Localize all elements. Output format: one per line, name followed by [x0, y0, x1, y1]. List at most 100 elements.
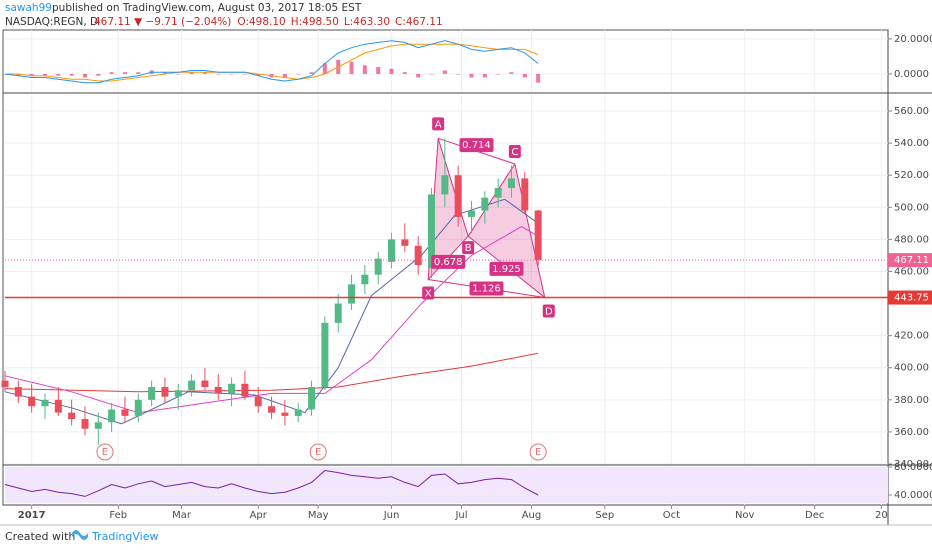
x-tick-label: Sep [595, 510, 614, 521]
candle-body [1, 380, 9, 387]
candle-body [148, 386, 156, 400]
y-tick-label: 500.00 [894, 202, 929, 213]
pattern-point-bg [432, 117, 445, 131]
macd-histogram [162, 72, 167, 74]
pattern-ratio-bg [489, 261, 524, 276]
y-tick-label: 400.00 [894, 363, 929, 374]
y-tick-label: 20.0000 [894, 34, 932, 45]
macd-histogram [56, 73, 61, 76]
x-tick-label: Feb [109, 510, 127, 521]
macd-histogram [109, 72, 114, 74]
earnings-marker [309, 443, 327, 461]
candle-body [507, 178, 515, 189]
candle-body [268, 406, 276, 413]
y-tick-label: 360.00 [894, 427, 929, 438]
publisher-user[interactable]: sawah99 [5, 2, 52, 14]
macd-signal [5, 43, 539, 82]
candle-body [308, 386, 316, 410]
pattern-ratio-bg [469, 281, 504, 296]
y-tick-label: 540.00 [894, 138, 929, 149]
candle-body [521, 178, 529, 211]
ohlc-values: O:498.10 H:498.50 L:463.30 C:467.11 [237, 16, 442, 28]
y-tick-label: 460.00 [894, 266, 929, 277]
candle-body [494, 188, 502, 198]
candle-body [414, 245, 422, 266]
x-tick-label: 2017 [18, 510, 46, 521]
ohlc-item: O:498.10 [237, 16, 285, 28]
macd-histogram [282, 73, 287, 78]
candle-body [14, 386, 22, 397]
candle-body [321, 322, 329, 387]
candle-body [241, 383, 249, 397]
macd-histogram [349, 61, 354, 74]
macd-histogram [429, 73, 434, 75]
pattern-point-bg [542, 304, 555, 318]
macd-histogram [389, 68, 394, 74]
macd-histogram [482, 73, 487, 78]
candle-body [428, 194, 436, 269]
candle-body [441, 175, 449, 195]
macd-histogram [296, 73, 301, 75]
x-tick-label: Mar [172, 510, 192, 521]
moving-average [4, 352, 539, 393]
x-tick-label: Oct [663, 510, 680, 521]
pattern-ratio-label: 0.678 [434, 257, 463, 268]
macd-histogram [362, 65, 367, 74]
candle-body [361, 274, 369, 285]
macd-histogram [456, 73, 461, 75]
macd-histogram [96, 73, 101, 76]
support-label-bg [888, 290, 932, 305]
candle-body [174, 390, 182, 397]
macd-histogram [136, 72, 141, 74]
y-tick-label: 340.00 [894, 459, 929, 470]
rsi-band [5, 466, 888, 503]
macd-histogram [42, 73, 47, 76]
footer-brand[interactable]: TradingView [91, 530, 158, 543]
candle-body [294, 409, 302, 416]
candle-body [254, 396, 262, 407]
macd-histogram [216, 73, 221, 75]
candle-body [281, 412, 289, 416]
macd-histogram [509, 72, 514, 74]
x-tick-label: Jul [454, 510, 467, 521]
candle-body [94, 422, 102, 429]
x-tick-label: Aug [522, 510, 542, 521]
x-tick-label: Dec [805, 510, 824, 521]
support-label: 443.75 [894, 293, 929, 304]
macd-histogram [29, 73, 34, 76]
candle-body [534, 210, 542, 261]
candle-body [41, 399, 49, 407]
y-tick-label: 80.0000 [894, 462, 932, 473]
macd-histogram [322, 63, 327, 74]
x-tick-label: May [308, 510, 329, 521]
macd-histogram [256, 73, 261, 76]
earnings-marker [96, 443, 114, 461]
macd-histogram [522, 73, 527, 78]
pattern-point-label: C [511, 147, 518, 158]
candle-body [214, 386, 222, 394]
candle-body [228, 383, 236, 394]
last-price-label: 467.11 [894, 255, 929, 266]
footer-created: Created with [5, 530, 75, 543]
symbol: NASDAQ:REGN, D [5, 16, 98, 28]
last-price-bg [888, 253, 932, 268]
candle-body [401, 239, 409, 246]
y-tick-label: 0.0000 [894, 69, 929, 80]
pattern-point-bg [462, 241, 475, 255]
pattern-ratio-bg [459, 138, 494, 153]
pattern-ratio-label: 1.925 [492, 264, 521, 275]
macd-histogram [69, 73, 74, 76]
candle-body [188, 380, 196, 391]
macd-histogram [229, 73, 234, 75]
macd-histogram [376, 66, 381, 74]
macd-histogram [176, 73, 181, 75]
x-tick-label: Apr [250, 510, 268, 521]
pattern-point-bg [508, 144, 521, 158]
macd-histogram [82, 73, 87, 78]
candle-body [334, 303, 342, 323]
pattern-point-label: A [435, 119, 442, 130]
candle-body [81, 419, 89, 429]
macd-histogram [402, 72, 407, 74]
